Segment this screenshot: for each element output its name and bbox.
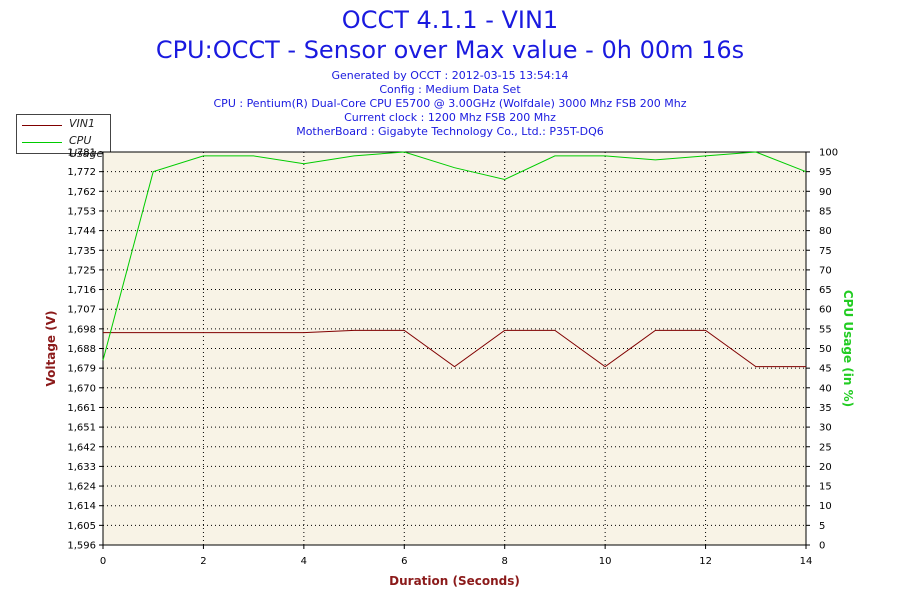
y-tick-label: 1,753	[67, 206, 96, 217]
legend-label-cpu-usage: CPU Usage	[69, 134, 104, 160]
y2-tick-label: 100	[819, 148, 838, 159]
y-tick-label: 1,744	[67, 226, 96, 237]
series-line-cpu-usage	[102, 151, 807, 361]
x-tick-label: 6	[401, 556, 407, 567]
y-tick-label: 1,762	[67, 187, 96, 198]
clock-line: Current clock : 1200 Mhz FSB 200 Mhz	[344, 111, 556, 124]
y-tick-label: 1,772	[67, 167, 96, 178]
y2-tick-label: 40	[819, 383, 832, 394]
y2-tick-label: 50	[819, 344, 832, 355]
y-tick-label: 1,688	[67, 344, 96, 355]
y-tick-label: 1,605	[67, 521, 96, 532]
y2-tick-label: 30	[819, 423, 832, 434]
legend-swatch-cpu-usage	[22, 142, 62, 143]
y-tick-label: 1,707	[67, 305, 96, 316]
plot-area	[103, 152, 806, 545]
chart-title: OCCT 4.1.1 - VIN1	[341, 6, 559, 34]
x-tick-label: 12	[699, 556, 712, 567]
y2-tick-label: 75	[819, 246, 832, 257]
y2-tick-label: 20	[819, 462, 832, 473]
y-tick-label: 1,670	[67, 383, 96, 394]
x-tick-label: 0	[100, 556, 106, 567]
y2-tick-label: 55	[819, 324, 832, 335]
y2-tick-label: 95	[819, 167, 832, 178]
y-tick-label: 1,596	[67, 541, 96, 552]
generated-line: Generated by OCCT : 2012-03-15 13:54:14	[331, 69, 569, 82]
legend-label-vin1: VIN1	[69, 117, 95, 130]
y-tick-label: 1,651	[67, 423, 96, 434]
y-tick-label: 1,781	[67, 148, 96, 159]
config-line: Config : Medium Data Set	[379, 83, 521, 96]
legend: VIN1 CPU Usage	[16, 114, 111, 160]
chart-subtitle: CPU:OCCT - Sensor over Max value - 0h 00…	[155, 36, 745, 64]
y-axis-label: Voltage (V)	[44, 311, 58, 387]
plot-border	[102, 151, 807, 546]
x-tick-label: 14	[800, 556, 813, 567]
y2-tick-label: 90	[819, 187, 832, 198]
y2-tick-label: 70	[819, 265, 832, 276]
y2-tick-label: 5	[819, 521, 825, 532]
y-tick-label: 1,633	[67, 462, 96, 473]
y2-tick-label: 10	[819, 501, 832, 512]
x-tick-label: 8	[502, 556, 508, 567]
y2-axis-label: CPU Usage (in %)	[841, 290, 855, 407]
x-tick-label: 4	[301, 556, 307, 567]
x-axis-label: Duration (Seconds)	[389, 574, 520, 588]
x-tick-label: 2	[200, 556, 206, 567]
cpu-line: CPU : Pentium(R) Dual-Core CPU E5700 @ 3…	[213, 97, 687, 110]
y-tick-label: 1,716	[67, 285, 96, 296]
y2-tick-label: 80	[819, 226, 832, 237]
y-tick-label: 1,614	[67, 501, 96, 512]
y2-tick-label: 45	[819, 364, 832, 375]
y2-tick-label: 15	[819, 482, 832, 493]
y-tick-label: 1,661	[67, 403, 96, 414]
motherboard-line: MotherBoard : Gigabyte Technology Co., L…	[296, 125, 604, 138]
series-line-vin1	[103, 329, 806, 368]
y-tick-label: 1,735	[67, 246, 96, 257]
y2-tick-label: 35	[819, 403, 832, 414]
y2-tick-label: 0	[819, 541, 825, 552]
y2-tick-label: 65	[819, 285, 832, 296]
y2-tick-label: 60	[819, 305, 832, 316]
y-tick-label: 1,679	[67, 364, 96, 375]
y-tick-label: 1,698	[67, 324, 96, 335]
y-tick-label: 1,725	[67, 265, 96, 276]
legend-item-vin1: VIN1	[17, 117, 110, 134]
y2-tick-label: 85	[819, 206, 832, 217]
legend-item-cpu-usage: CPU Usage	[17, 134, 110, 160]
y-tick-label: 1,642	[67, 442, 96, 453]
y2-tick-label: 25	[819, 442, 832, 453]
legend-swatch-vin1	[22, 125, 62, 126]
x-tick-label: 10	[599, 556, 612, 567]
y-tick-label: 1,624	[67, 482, 96, 493]
